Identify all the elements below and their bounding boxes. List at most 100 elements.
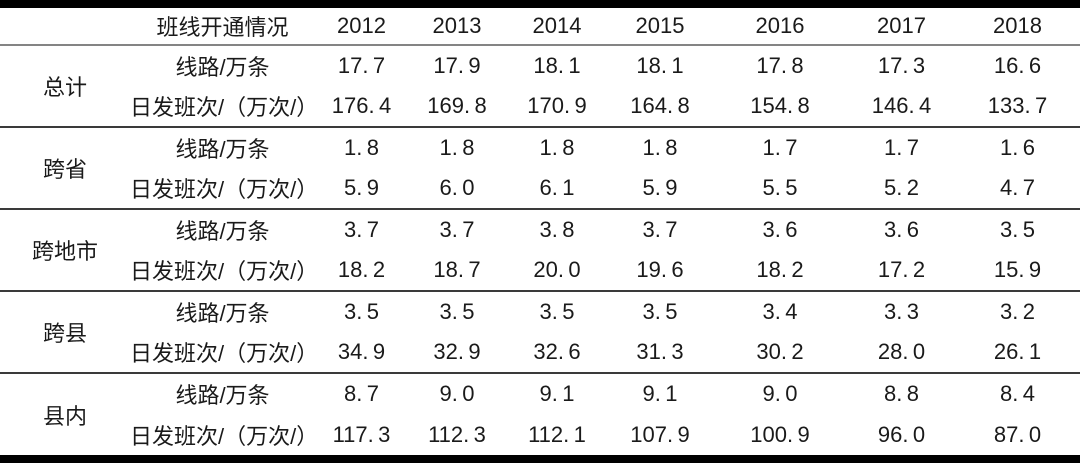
value-cell: 112. 1 bbox=[528, 421, 586, 447]
value-cell: 32. 9 bbox=[433, 339, 481, 364]
value-cell: 112. 3 bbox=[428, 421, 486, 447]
value-cell: 8. 8 bbox=[848, 372, 955, 414]
table-row: 日发班次/（万次/） 5. 9 6. 0 6. 1 5. 9 5. 5 5. 2 4. 7 bbox=[0, 168, 1080, 209]
value-cell: 30. 2 bbox=[756, 339, 804, 364]
value-cell: 18. 1 bbox=[636, 53, 684, 78]
value-cell: 107. 9 bbox=[630, 421, 690, 447]
value-cell: 28. 0 bbox=[877, 339, 926, 364]
value-cell: 18. 2 bbox=[337, 257, 386, 282]
table-row: 跨地市 线路/万条 3. 7 3. 7 3. 8 3. 7 3. 6 3. 6 3. 5 bbox=[0, 208, 1080, 291]
value-cell: 3. 7 bbox=[608, 208, 712, 250]
metric-label-cell: 日发班次/（万次/） bbox=[130, 259, 315, 284]
value-cell: 18. 2 bbox=[756, 257, 804, 282]
value-cell: 170. 9 bbox=[527, 93, 587, 118]
table-row: 跨省 线路/万条 1. 8 1. 8 1. 8 1. 8 1. 7 1. 7 1. 6 bbox=[0, 126, 1080, 209]
value-cell: 17. 8 bbox=[756, 53, 804, 78]
metric-label-cell: 线路/万条 bbox=[175, 55, 270, 80]
metric-label-cell: 日发班次/（万次/） bbox=[130, 95, 315, 120]
corner-blank-cell bbox=[0, 8, 130, 46]
value-cell: 20. 0 bbox=[533, 257, 581, 282]
group-label-cell: 跨省 bbox=[0, 126, 130, 209]
value-cell: 31. 3 bbox=[636, 339, 684, 364]
year-header-cell: 2014 bbox=[506, 8, 608, 46]
value-cell: 5. 9 bbox=[344, 175, 379, 200]
year-header-cell: 2018 bbox=[955, 8, 1080, 46]
metric-label-cell: 线路/万条 bbox=[130, 372, 315, 414]
group-label-cell: 总计 bbox=[42, 75, 87, 100]
value-cell: 3. 7 bbox=[315, 208, 408, 250]
year-header-cell: 2012 bbox=[315, 8, 408, 46]
value-cell: 3. 6 bbox=[712, 208, 848, 250]
table-row: 跨县 线路/万条 3. 5 3. 5 3. 5 3. 5 3. 4 3. 3 3. 2 bbox=[0, 290, 1080, 373]
value-cell: 8. 7 bbox=[315, 372, 408, 414]
value-cell: 19. 6 bbox=[636, 257, 684, 282]
value-cell: 1. 6 bbox=[955, 126, 1080, 168]
value-cell: 176. 4 bbox=[331, 93, 392, 118]
value-cell: 32. 6 bbox=[533, 339, 581, 364]
table-row: 日发班次/（万次/） 18. 2 18. 7 20. 0 19. 6 18. 2 17. 2… bbox=[0, 250, 1080, 291]
value-cell: 169. 8 bbox=[427, 93, 487, 118]
value-cell: 96. 0 bbox=[877, 421, 926, 447]
value-cell: 1. 8 bbox=[315, 126, 408, 168]
value-cell: 26. 1 bbox=[993, 339, 1042, 364]
table-row: 总计 线路/万条 17. 7 17. 9 18. 1 18. 1 17. 8 17. 3 16.… bbox=[0, 45, 1080, 100]
value-cell: 9. 0 bbox=[408, 372, 506, 414]
value-cell: 1. 8 bbox=[506, 126, 608, 168]
value-cell: 3. 5 bbox=[408, 290, 506, 332]
table-row: 日发班次/（万次/） 117. 3 112. 3 112. 1 107. 9 100. 9… bbox=[0, 414, 1080, 455]
group-label-cell: 县内 bbox=[0, 372, 130, 455]
value-cell: 4. 7 bbox=[1000, 175, 1035, 200]
value-cell: 17. 7 bbox=[337, 53, 386, 78]
value-cell: 1. 8 bbox=[608, 126, 712, 168]
value-cell: 6. 0 bbox=[439, 175, 475, 200]
value-cell: 1. 7 bbox=[712, 126, 848, 168]
bottom-border-bar bbox=[0, 455, 1080, 463]
metric-label-cell: 日发班次/（万次/） bbox=[130, 177, 315, 202]
value-cell: 3. 3 bbox=[848, 290, 955, 332]
value-cell: 18. 1 bbox=[533, 53, 581, 78]
table-row: 日发班次/（万次/） 176. 4 169. 8 170. 9 164. 8 154. 8… bbox=[0, 86, 1080, 127]
value-cell: 164. 8 bbox=[630, 93, 690, 118]
table-row: 县内 线路/万条 8. 7 9. 0 9. 1 9. 1 9. 0 8. 8 8. 4 bbox=[0, 372, 1080, 455]
value-cell: 17. 9 bbox=[433, 53, 481, 78]
year-header-cell: 2013 bbox=[408, 8, 506, 46]
value-cell: 17. 2 bbox=[877, 257, 926, 282]
value-cell: 133. 7 bbox=[987, 93, 1048, 118]
value-cell: 18. 7 bbox=[433, 257, 481, 282]
value-cell: 34. 9 bbox=[337, 339, 386, 364]
value-cell: 3. 4 bbox=[712, 290, 848, 332]
metric-label-cell: 线路/万条 bbox=[130, 126, 315, 168]
value-cell: 3. 7 bbox=[408, 208, 506, 250]
table-row: 日发班次/（万次/） 34. 9 32. 9 32. 6 31. 3 30. 2 28. 0… bbox=[0, 332, 1080, 373]
value-cell: 3. 8 bbox=[506, 208, 608, 250]
metric-label-cell: 日发班次/（万次/） bbox=[130, 341, 315, 366]
value-cell: 9. 1 bbox=[506, 372, 608, 414]
value-cell: 146. 4 bbox=[871, 93, 932, 118]
value-cell: 5. 2 bbox=[884, 175, 919, 200]
value-cell: 1. 7 bbox=[848, 126, 955, 168]
value-cell: 9. 0 bbox=[712, 372, 848, 414]
value-cell: 3. 5 bbox=[315, 290, 408, 332]
metric-label-cell: 日发班次/（万次/） bbox=[130, 423, 315, 449]
value-cell: 3. 5 bbox=[608, 290, 712, 332]
value-cell: 3. 6 bbox=[848, 208, 955, 250]
value-cell: 16. 6 bbox=[993, 53, 1042, 78]
year-header-cell: 2017 bbox=[848, 8, 955, 46]
top-border-bar bbox=[0, 0, 1080, 8]
value-cell: 9. 1 bbox=[608, 372, 712, 414]
value-cell: 87. 0 bbox=[993, 421, 1042, 447]
value-cell: 3. 5 bbox=[955, 208, 1080, 250]
header-row: 班线开通情况 2012 2013 2014 2015 2016 2017 2018 bbox=[0, 8, 1080, 46]
value-cell: 15. 9 bbox=[993, 257, 1042, 282]
group-label-cell: 跨地市 bbox=[0, 208, 130, 291]
value-cell: 117. 3 bbox=[332, 421, 391, 447]
value-cell: 5. 9 bbox=[642, 175, 678, 200]
value-cell: 154. 8 bbox=[750, 93, 810, 118]
table-body: 总计 线路/万条 17. 7 17. 9 18. 1 18. 1 17. 8 17. 3 16.… bbox=[0, 45, 1080, 455]
group-label-cell: 跨县 bbox=[0, 290, 130, 373]
banxian-table: 班线开通情况 2012 2013 2014 2015 2016 2017 2018 总计线路/… bbox=[0, 8, 1080, 455]
value-cell: 1. 8 bbox=[408, 126, 506, 168]
value-cell: 17. 3 bbox=[877, 53, 926, 78]
metric-header-cell: 班线开通情况 bbox=[130, 8, 315, 46]
